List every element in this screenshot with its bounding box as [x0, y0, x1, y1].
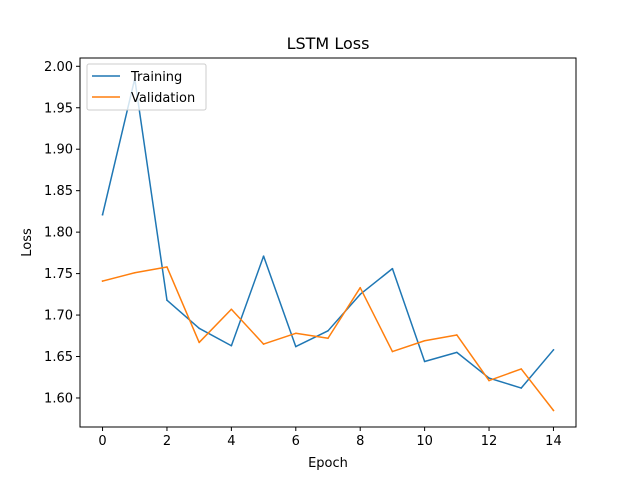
x-tick-label: 6 — [292, 434, 300, 449]
x-tick-label: 2 — [163, 434, 171, 449]
legend: Training Validation — [86, 63, 207, 111]
y-tick-label: 1.85 — [44, 184, 73, 199]
x-tick-label: 14 — [545, 434, 562, 449]
y-tick-label: 1.75 — [44, 267, 73, 282]
data-point-training — [101, 213, 104, 216]
data-point-training — [198, 327, 200, 330]
y-tick-label: 2.00 — [44, 60, 73, 75]
y-tick-label: 1.60 — [44, 391, 73, 406]
data-point-validation — [262, 343, 265, 345]
data-point-training — [166, 299, 168, 301]
data-point-training — [456, 351, 458, 354]
x-tick-label: 12 — [481, 434, 498, 449]
y-tick-label: 1.95 — [44, 101, 73, 116]
data-point-validation — [552, 409, 555, 412]
y-axis-title: Loss — [20, 228, 35, 257]
legend-label-training: Training — [130, 70, 182, 85]
data-point-validation — [166, 266, 168, 268]
x-axis-title: Epoch — [308, 456, 348, 471]
x-axis: 0 2 4 6 8 10 12 14 — [98, 427, 562, 449]
data-point-validation — [456, 334, 458, 336]
data-point-training — [294, 345, 297, 348]
y-tick-label: 1.90 — [44, 143, 73, 158]
data-point-training — [391, 267, 394, 270]
data-point-validation — [423, 339, 426, 342]
data-point-training — [488, 377, 490, 379]
data-point-validation — [391, 350, 394, 353]
data-point-validation — [327, 337, 329, 340]
data-point-training — [552, 349, 555, 351]
x-tick-label: 10 — [416, 434, 433, 449]
data-point-training — [230, 344, 233, 347]
x-tick-label: 8 — [356, 434, 364, 449]
y-axis: 1.60 1.65 1.70 1.75 1.80 1.85 1.90 1.95 2.00 — [44, 60, 80, 406]
data-point-validation — [198, 341, 200, 344]
data-point-training — [423, 360, 426, 363]
data-point-training — [262, 255, 265, 257]
data-point-validation — [101, 280, 104, 282]
y-tick-label: 1.70 — [44, 309, 73, 324]
data-point-validation — [488, 379, 490, 382]
data-point-training — [520, 387, 523, 389]
x-tick-label: 0 — [98, 434, 106, 449]
data-point-validation — [294, 332, 297, 335]
chart-title: LSTM Loss — [287, 34, 370, 53]
data-point-training — [359, 293, 362, 296]
legend-label-validation: Validation — [131, 91, 195, 106]
data-point-validation — [133, 271, 136, 274]
plot-frame — [79, 57, 577, 428]
y-tick-label: 1.80 — [44, 226, 73, 241]
y-tick-label: 1.65 — [44, 350, 73, 365]
data-point-validation — [230, 308, 233, 311]
data-point-validation — [359, 286, 362, 289]
data-point-training — [327, 330, 329, 332]
x-tick-label: 4 — [227, 434, 235, 449]
series-layer — [101, 77, 555, 412]
data-point-validation — [520, 368, 523, 370]
